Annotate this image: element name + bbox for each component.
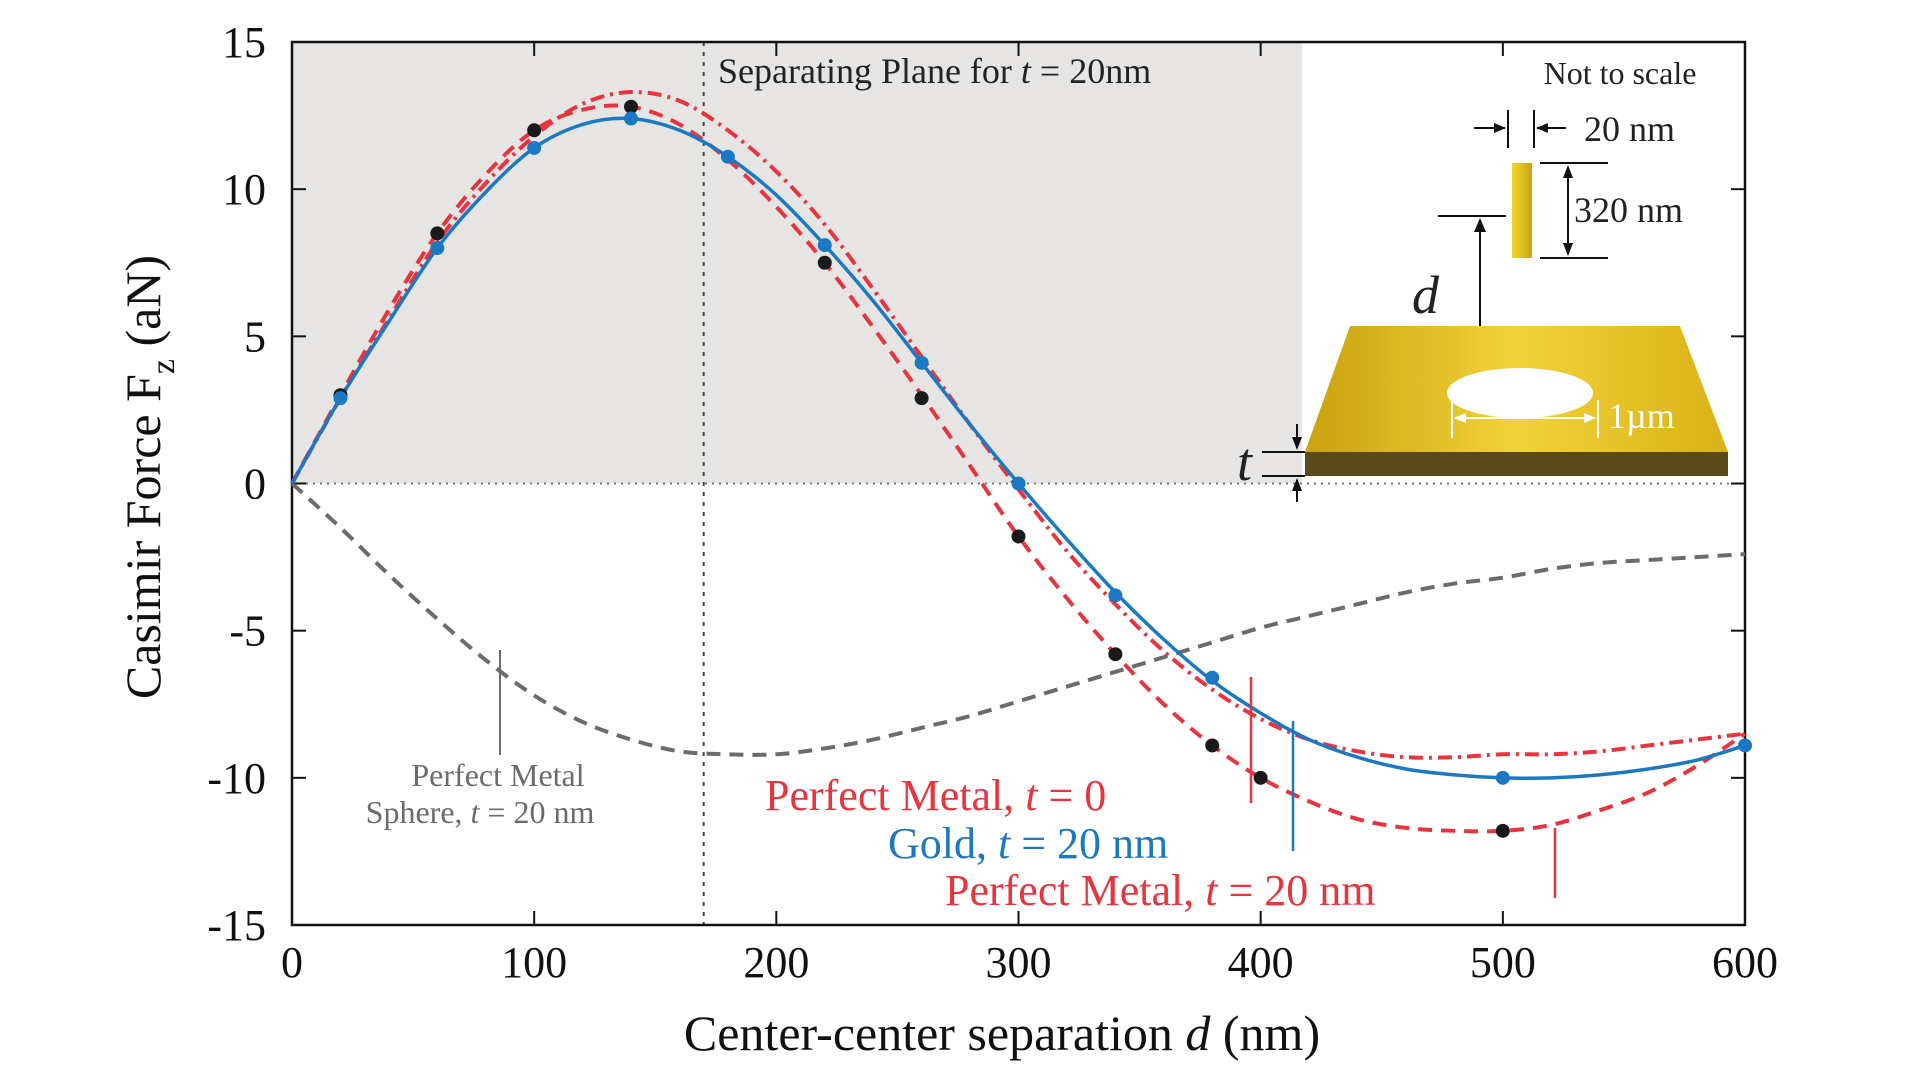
gold-t20-point: [1011, 476, 1026, 491]
series-perfect-metal-t20-line: [290, 103, 1747, 834]
gold-t20-point: [527, 140, 542, 155]
inset-rod: [1512, 163, 1532, 258]
hole-dimension-arrow: [1451, 400, 1599, 438]
height-dimension-arrows: [1540, 162, 1608, 259]
gold-t20-point: [817, 238, 832, 253]
gold-t20-point: [1108, 588, 1123, 603]
y-tick-label: 5: [244, 312, 266, 361]
inset-d-label: d: [1412, 265, 1440, 325]
inset-hole-label: 1µm: [1608, 396, 1675, 436]
y-axis-title: Casimir Force Fz (aN): [115, 255, 182, 699]
thickness-dimension-arrows: [1262, 424, 1305, 502]
series-sphere-t20-line: [290, 482, 1746, 757]
inset-hole: [1447, 368, 1593, 418]
data-series: [290, 90, 1747, 834]
gold-t20-point: [333, 391, 348, 406]
y-tick-label: 10: [222, 165, 266, 214]
inset-height-label: 320 nm: [1574, 190, 1683, 230]
sphere-label-line1: Perfect Metal: [411, 757, 584, 793]
gold-t20-point: [1495, 770, 1510, 785]
gold-t20-point: [624, 111, 639, 126]
x-tick-label: 300: [986, 938, 1052, 987]
perfect-metal-t20-point: [817, 255, 832, 270]
gold-t20-point: [1738, 738, 1752, 753]
axis-ticks: 0 100 200 300 400 500 600 15 10 5 0 -5 -10 -15: [207, 18, 1778, 987]
gold-t20-point: [430, 241, 445, 256]
separating-plane-label: Separating Plane for t = 20nm: [718, 51, 1151, 91]
legend-gold-t20: Gold, t = 20 nm: [888, 819, 1168, 868]
series-gold-t20-line: [290, 116, 1746, 780]
y-tick-label: -10: [207, 754, 266, 803]
x-tick-label: 400: [1228, 938, 1294, 987]
perfect-metal-t20-point: [914, 391, 929, 406]
x-tick-label: 600: [1712, 938, 1778, 987]
x-axis-title: Center-center separation d (nm): [684, 1005, 1320, 1061]
inset-not-to-scale: Not to scale: [1544, 55, 1697, 91]
perfect-metal-t20-point: [1495, 823, 1510, 838]
inset-slab-side: [1305, 452, 1728, 476]
gold-t20-point: [914, 355, 929, 370]
y-tick-label: 0: [244, 460, 266, 509]
perfect-metal-t20-point: [430, 226, 445, 241]
inset-schematic: Not to scale 20 nm 320 nm: [1237, 55, 1728, 502]
perfect-metal-t20-point: [527, 123, 542, 138]
perfect-metal-t20-point: [1205, 738, 1220, 753]
shaded-region: [292, 42, 1302, 484]
perfect-metal-t20-point: [1253, 770, 1268, 785]
legend-perfect-metal-t0: Perfect Metal, t = 0: [765, 771, 1106, 820]
x-tick-label: 500: [1470, 938, 1536, 987]
data-markers: [333, 99, 1752, 838]
width-dimension-arrows: [1474, 110, 1566, 148]
gold-t20-point: [1205, 670, 1220, 685]
x-tick-label: 100: [501, 938, 567, 987]
legend-perfect-metal-t20: Perfect Metal, t = 20 nm: [945, 866, 1376, 915]
inset-width-label: 20 nm: [1584, 109, 1675, 149]
perfect-metal-t20-point: [624, 99, 639, 114]
y-tick-label: -5: [229, 607, 266, 656]
x-tick-label: 200: [743, 938, 809, 987]
gold-t20-point: [720, 149, 735, 164]
x-tick-label: 0: [281, 938, 303, 987]
sphere-label-line2: Sphere, t = 20 nm: [366, 794, 595, 830]
inset-t-label: t: [1237, 432, 1254, 492]
perfect-metal-t20-point: [1011, 529, 1026, 544]
y-tick-label: 15: [222, 18, 266, 67]
perfect-metal-t20-point: [1108, 647, 1123, 662]
y-tick-label: -15: [207, 901, 266, 950]
